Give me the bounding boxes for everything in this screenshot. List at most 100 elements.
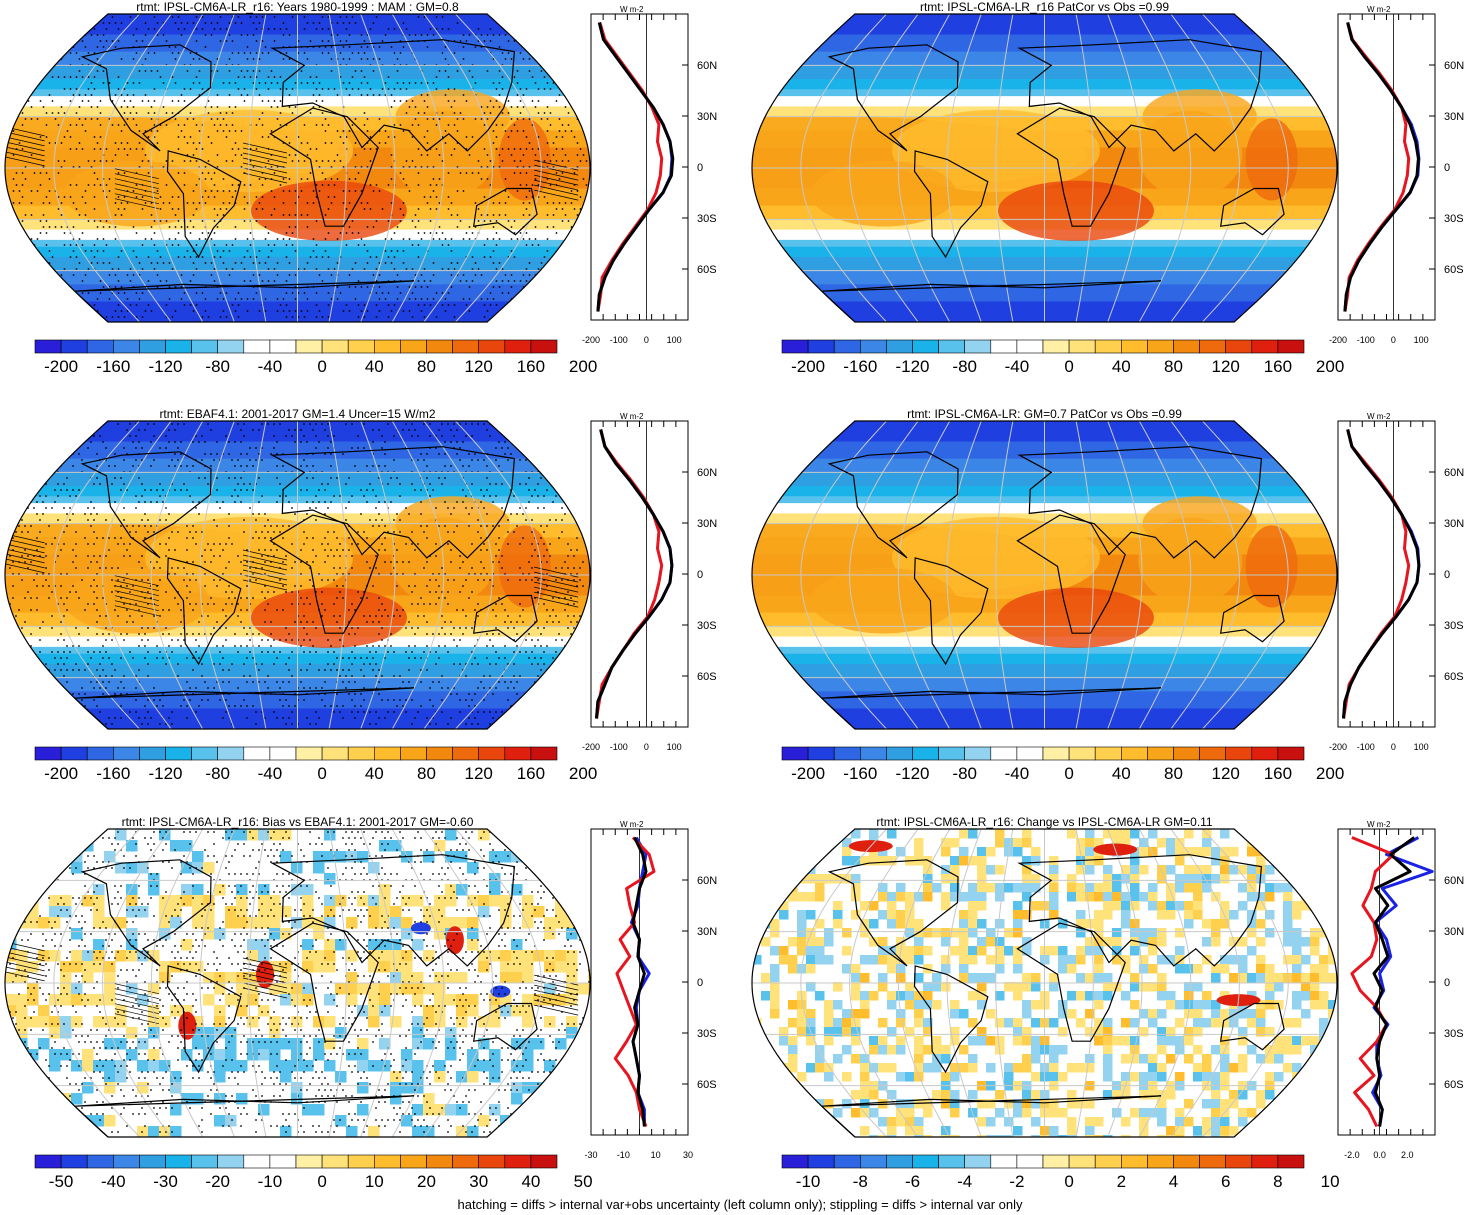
hatching-line xyxy=(114,1013,159,1025)
colorbar-swatch xyxy=(938,339,965,354)
zonal-ytick-label: 0 xyxy=(1444,977,1450,989)
hatching-line xyxy=(242,142,288,154)
continent-outline xyxy=(913,150,989,259)
zonal-series-line xyxy=(631,836,648,1127)
map-field xyxy=(752,421,1337,729)
colorbar-label: 160 xyxy=(517,357,545,376)
continent-outline xyxy=(80,859,212,967)
colorbar-swatch xyxy=(859,746,887,761)
colorbar-swatch xyxy=(295,339,323,354)
zonal-ytick-label: 30S xyxy=(697,213,717,225)
continent-outline xyxy=(913,965,989,1074)
hatching-line xyxy=(242,564,288,576)
colorbar-label: -200 xyxy=(44,764,78,783)
map-region xyxy=(250,180,407,241)
zonal-xtick-label: 0 xyxy=(644,335,649,345)
zonal-panel: W m-2 -200 -100 0 100 60N 30N 0 30S 60S xyxy=(582,5,717,345)
colorbar-label: 0 xyxy=(317,764,326,783)
colorbar-swatch xyxy=(347,339,375,354)
colorbar-swatch xyxy=(912,746,939,761)
colorbar-label: -160 xyxy=(843,357,877,376)
colorbar-label: 4 xyxy=(1169,1172,1178,1191)
zonal-ytick-label: 60S xyxy=(1444,671,1464,683)
colorbar-swatch xyxy=(1042,339,1070,354)
zonal-panel: W m-2 -200 -100 0 100 60N 30N 0 30S 60S xyxy=(1329,5,1464,345)
colorbar-swatch xyxy=(86,746,114,761)
colorbar-swatch xyxy=(243,1154,271,1169)
zonal-xtick-label: 0 xyxy=(644,742,649,752)
colorbar-label: -6 xyxy=(905,1172,920,1191)
zonal-xtick-label: -30 xyxy=(584,1150,597,1160)
graticule xyxy=(752,14,1337,322)
colorbar-label: -160 xyxy=(96,764,130,783)
stippling xyxy=(9,423,590,725)
coastlines xyxy=(73,854,538,1137)
colorbar-label: 160 xyxy=(517,764,545,783)
hatching-line xyxy=(534,591,579,603)
map-region xyxy=(811,160,957,227)
colorbar-swatch xyxy=(86,1154,114,1169)
map-field xyxy=(5,829,590,1137)
colorbar-swatch xyxy=(60,339,88,354)
colorbar-label: 80 xyxy=(417,357,436,376)
continent-outline xyxy=(820,687,1162,729)
colorbar-label: 8 xyxy=(1273,1172,1282,1191)
map-border xyxy=(751,420,1338,730)
hatching-line xyxy=(242,554,288,566)
zonal-xtick-label: 100 xyxy=(667,742,682,752)
panel-p4: rtmt: IPSL-CM6A-LR: GM=0.7 PatCor vs Obs… xyxy=(751,407,1464,783)
zonal-ytick-label: 30N xyxy=(697,926,717,938)
colorbar-swatch xyxy=(426,1154,453,1169)
continent-outline xyxy=(270,854,516,967)
colorbar-swatch xyxy=(478,1154,506,1169)
colorbar-swatch xyxy=(1225,1154,1253,1169)
colorbar-swatch xyxy=(938,746,965,761)
colorbar-swatch xyxy=(426,339,453,354)
colorbar-swatch xyxy=(269,746,297,761)
colorbar-swatch xyxy=(1147,339,1174,354)
zonal-series-line xyxy=(596,22,664,312)
continent-outline xyxy=(827,451,959,559)
zonal-panel: W m-2 -200 -100 0 100 60N 30N 0 30S 60S xyxy=(582,412,717,752)
continent-outline xyxy=(1016,922,1126,1042)
colorbar-swatch xyxy=(60,1154,88,1169)
hatching-line xyxy=(114,193,159,205)
zonal-xtick-label: -100 xyxy=(1357,335,1375,345)
hatching-line xyxy=(114,993,159,1005)
colorbar-label: -4 xyxy=(957,1172,972,1191)
hatching-line xyxy=(5,145,45,157)
colorbar-swatch xyxy=(217,1154,245,1169)
hatching-line xyxy=(114,605,159,617)
map-field xyxy=(5,421,590,729)
hatching-line xyxy=(5,562,45,574)
colorbar: -10 -8 -6 -4 -2 0 2 4 6 8 10 xyxy=(781,1154,1340,1191)
colorbar-swatch xyxy=(400,339,427,354)
hatching-line xyxy=(114,998,159,1010)
hatching-line xyxy=(5,155,45,167)
continent-outline xyxy=(270,446,516,559)
colorbar-label: 120 xyxy=(1212,764,1240,783)
zonal-series-line xyxy=(596,22,675,312)
colorbar-label: 10 xyxy=(1321,1172,1340,1191)
zonal-xtick-label: -200 xyxy=(582,335,600,345)
continent-outline xyxy=(820,280,1162,322)
colorbar-swatch xyxy=(139,1154,166,1169)
zonal-ytick-label: 60N xyxy=(1444,875,1464,887)
colorbar-label: -40 xyxy=(1005,357,1030,376)
colorbar-swatch xyxy=(217,339,245,354)
map-field xyxy=(752,829,1337,1137)
hatching-line xyxy=(114,1003,159,1015)
zonal-panel: W m-2 -2.0 0.0 2.0 60N 30N 0 30S 60S xyxy=(1337,820,1464,1160)
hatching-line xyxy=(242,967,288,979)
hatching-line xyxy=(5,150,45,162)
hatching-line xyxy=(5,965,45,977)
map-coldspot xyxy=(490,985,511,998)
colorbar-swatch xyxy=(1121,1154,1148,1169)
zonal-series-line xyxy=(1350,836,1395,1128)
zonal-unit: W m-2 xyxy=(620,5,644,14)
zonal-series-line xyxy=(595,429,674,719)
colorbar-swatch xyxy=(1251,746,1279,761)
colorbar-swatch xyxy=(86,339,114,354)
colorbar-swatch xyxy=(964,1154,992,1169)
